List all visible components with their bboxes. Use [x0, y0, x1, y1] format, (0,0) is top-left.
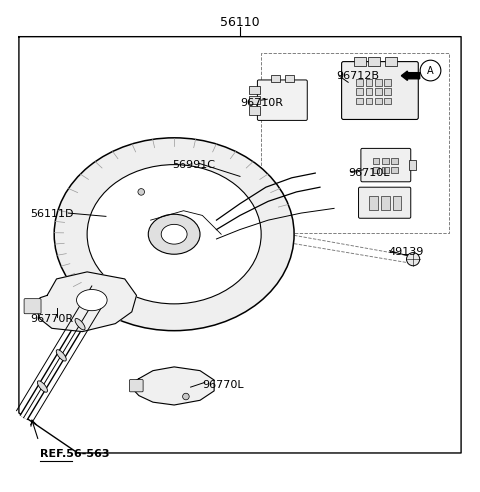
Bar [393, 196, 401, 210]
Text: 96770R: 96770R [31, 314, 74, 324]
Bar [382, 158, 389, 164]
Bar [372, 167, 379, 173]
Bar [366, 89, 372, 95]
Bar [250, 106, 260, 115]
Circle shape [182, 393, 189, 400]
Bar [385, 58, 396, 66]
Ellipse shape [161, 224, 187, 244]
Ellipse shape [76, 289, 107, 310]
Bar [375, 98, 382, 104]
Bar [384, 89, 391, 95]
Bar [409, 160, 417, 170]
Bar [250, 96, 260, 104]
FancyBboxPatch shape [257, 80, 307, 121]
Bar [250, 86, 260, 94]
Bar [354, 58, 366, 66]
Bar [392, 158, 398, 164]
Bar [369, 58, 380, 66]
Ellipse shape [54, 138, 294, 331]
Text: 96710R: 96710R [240, 97, 283, 108]
Bar [356, 98, 363, 104]
Ellipse shape [37, 381, 48, 392]
Bar [271, 75, 280, 82]
FancyBboxPatch shape [24, 299, 41, 314]
FancyBboxPatch shape [361, 149, 411, 182]
Bar [382, 167, 389, 173]
Bar [375, 79, 382, 86]
Bar [356, 89, 363, 95]
Bar [381, 196, 390, 210]
Ellipse shape [56, 350, 66, 361]
Bar [366, 98, 372, 104]
Text: REF.56-563: REF.56-563 [40, 449, 109, 459]
Text: 56991C: 56991C [172, 160, 215, 170]
Bar [384, 79, 391, 86]
FancyArrow shape [401, 71, 420, 80]
FancyBboxPatch shape [359, 187, 411, 218]
Bar [285, 75, 294, 82]
Circle shape [407, 252, 420, 266]
Bar [392, 167, 398, 173]
Ellipse shape [75, 318, 85, 330]
FancyBboxPatch shape [130, 380, 143, 392]
Text: A: A [427, 65, 434, 76]
Text: 96710L: 96710L [348, 168, 390, 178]
Bar [375, 89, 382, 95]
Polygon shape [36, 272, 136, 332]
Bar [372, 158, 379, 164]
Text: 56111D: 56111D [31, 210, 74, 219]
Bar [370, 196, 378, 210]
Text: 96712B: 96712B [336, 71, 379, 81]
Circle shape [420, 60, 441, 81]
Bar [384, 98, 391, 104]
Polygon shape [132, 367, 214, 405]
Text: 49139: 49139 [388, 246, 423, 257]
Bar [366, 79, 372, 86]
FancyBboxPatch shape [342, 62, 418, 120]
Text: 56110: 56110 [220, 16, 260, 29]
Ellipse shape [87, 165, 261, 304]
Ellipse shape [148, 214, 200, 254]
Circle shape [138, 188, 144, 195]
Bar [356, 79, 363, 86]
Text: 96770L: 96770L [203, 380, 244, 390]
